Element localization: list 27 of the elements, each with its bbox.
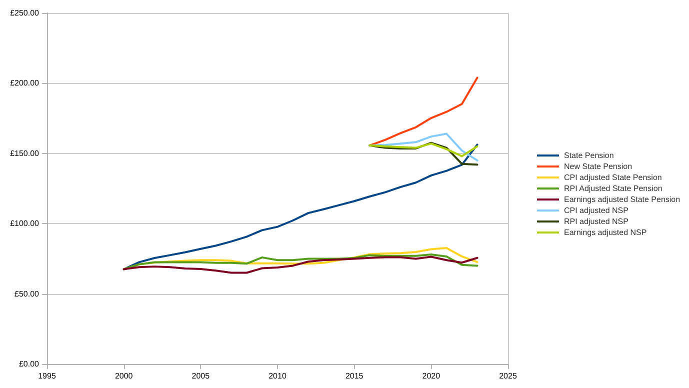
legend-label: New State Pension — [564, 162, 632, 171]
y-tick-label: £100.00 — [10, 219, 40, 228]
y-tick-label: £200.00 — [10, 78, 40, 88]
line-series — [122, 144, 478, 270]
legend-label: Earnings adjusted NSP — [564, 228, 647, 237]
legend-label: RPI adjusted NSP — [564, 217, 628, 226]
x-tick-label: 2025 — [499, 372, 518, 380]
legend-label: CPI adjusted State Pension — [564, 173, 662, 182]
line-series — [122, 253, 478, 270]
x-tick-label: 2010 — [268, 372, 287, 380]
line-series — [368, 142, 478, 166]
x-tick-label: 1995 — [38, 372, 56, 380]
x-tick-label: 2000 — [114, 372, 134, 380]
legend-label: CPI adjusted NSP — [564, 206, 628, 215]
line-series — [122, 256, 478, 274]
legend-label: RPI Adjusted State Pension — [564, 184, 662, 193]
y-tick-label: £50.00 — [14, 289, 40, 298]
line-series — [368, 142, 478, 158]
x-tick-label: 2020 — [422, 372, 441, 380]
x-tick-label: 2015 — [345, 372, 364, 380]
y-tick-label: £0.00 — [18, 360, 40, 368]
y-tick-label: £150.00 — [10, 148, 40, 158]
y-tick-label: £250.00 — [10, 8, 40, 18]
legend-label: State Pension — [564, 151, 614, 160]
x-tick-label: 2005 — [192, 372, 210, 380]
legend-label: Earnings adjusted State Pension — [564, 195, 680, 204]
line-series — [368, 76, 478, 146]
